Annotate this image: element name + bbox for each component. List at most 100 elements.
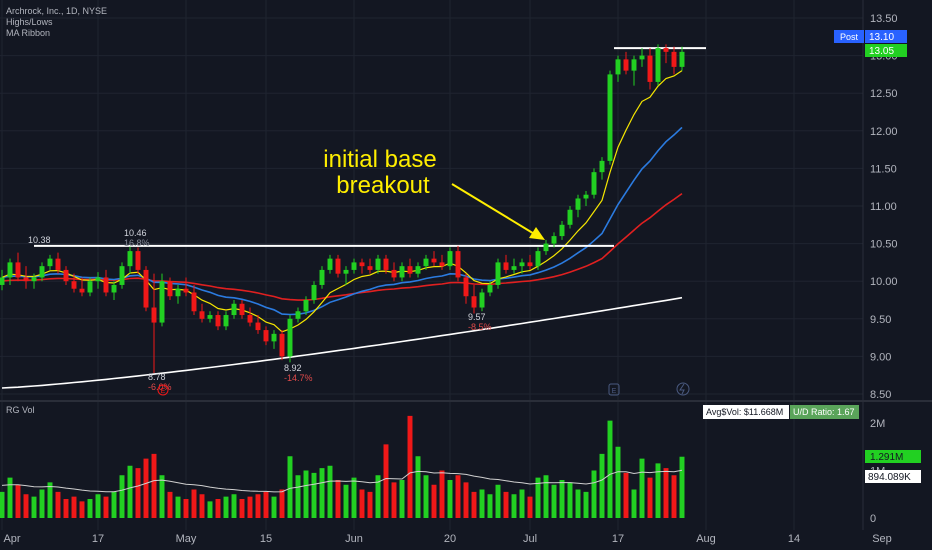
candle [15, 252, 21, 282]
volume-bar [119, 475, 125, 518]
volume-bar [367, 491, 373, 518]
price-axis: 13.5013.0012.5012.0011.5011.0010.5010.00… [870, 13, 898, 401]
candle [79, 277, 85, 297]
time-tick-label: Jun [345, 533, 363, 545]
candle [223, 311, 229, 331]
candle [495, 258, 501, 289]
candle [71, 273, 77, 293]
price-tick-label: 10.50 [870, 239, 898, 251]
volume-bar [567, 482, 573, 518]
last-price: 13.05 [869, 46, 894, 57]
annotation-line-2: breakout [336, 172, 430, 199]
volume-bar [447, 480, 453, 518]
post-label-badge [834, 30, 864, 43]
candle [423, 254, 429, 270]
time-tick-label: 20 [444, 533, 456, 545]
candle [447, 247, 453, 270]
candle [31, 273, 37, 289]
candle [399, 262, 405, 282]
candle [255, 315, 261, 334]
volume-bar [519, 489, 525, 518]
volume-bar [415, 456, 421, 518]
extreme-pct-label: -8.5% [468, 322, 492, 332]
volume-bar [111, 491, 117, 518]
candle [591, 168, 597, 199]
candle [511, 258, 517, 274]
volume-bar [399, 480, 405, 518]
candle [159, 273, 165, 327]
volume-bar [175, 496, 181, 518]
candle [583, 190, 589, 206]
extreme-value-label: 8.78 [148, 372, 166, 382]
svg-text:E: E [161, 388, 166, 395]
volume-bar [135, 468, 141, 518]
candle [543, 239, 549, 255]
candle [599, 157, 605, 180]
last-price-badge [865, 44, 907, 57]
indicator-ma-ribbon[interactable]: MA Ribbon [6, 28, 50, 38]
volume-bar [615, 446, 621, 518]
indicator-highs-lows[interactable]: Highs/Lows [6, 17, 53, 27]
volume-bar [311, 472, 317, 518]
candle [167, 277, 173, 300]
candle [191, 284, 197, 316]
candle [231, 300, 237, 319]
candle [135, 247, 141, 274]
ud-ratio-box [790, 405, 859, 419]
price-tick-label: 8.50 [870, 389, 891, 401]
post-label: Post [840, 32, 859, 42]
volume-tick-label: 0 [870, 513, 876, 525]
candle [671, 46, 677, 75]
candle [327, 254, 333, 274]
volume-bar [503, 491, 509, 518]
volume-bar [127, 465, 133, 518]
price-tick-label: 12.50 [870, 88, 898, 100]
volume-bar [535, 477, 541, 518]
candle [47, 254, 53, 270]
extreme-value-label: 9.57 [468, 312, 486, 322]
dividend-icon[interactable] [676, 382, 690, 396]
volume-bar [287, 456, 293, 518]
candle [55, 252, 61, 274]
candle [207, 311, 213, 323]
candle [279, 330, 285, 361]
earnings-upcoming-icon[interactable]: E [608, 383, 620, 396]
candle [471, 284, 477, 314]
price-tick-label: 9.00 [870, 351, 891, 363]
candle [487, 281, 493, 297]
candle [463, 273, 469, 304]
time-tick-label: Sep [872, 533, 892, 545]
volume-bar [423, 475, 429, 518]
volume-average-line [1, 469, 683, 493]
earnings-icon[interactable]: E [157, 384, 169, 396]
candle [247, 307, 253, 327]
volume-bar [7, 477, 13, 518]
candle [319, 266, 325, 289]
volume-bar [23, 494, 29, 518]
candle [551, 232, 557, 248]
volume-pane-title[interactable]: RG Vol [6, 405, 35, 415]
annotation-line-1: initial base [323, 146, 436, 173]
volume-bar [407, 415, 413, 518]
candle [175, 284, 181, 304]
volume-bar [463, 482, 469, 518]
candle [623, 51, 629, 75]
volume-bar [167, 491, 173, 518]
volume-bar [223, 496, 229, 518]
volume-bar [31, 496, 37, 518]
extreme-value-label: 10.38 [28, 235, 51, 245]
volume-bar [151, 453, 157, 518]
candle [383, 254, 389, 274]
candle [367, 258, 373, 274]
volume-bar [87, 499, 93, 518]
candle [535, 247, 541, 270]
candle [559, 221, 565, 240]
candle [375, 254, 381, 274]
candle [143, 266, 149, 312]
candle [127, 246, 133, 274]
chart-title: Archrock, Inc., 1D, NYSE [6, 6, 107, 16]
volume-badge-avg-text: 894.089K [868, 472, 911, 483]
candle [295, 307, 301, 323]
volume-bar [607, 420, 613, 518]
